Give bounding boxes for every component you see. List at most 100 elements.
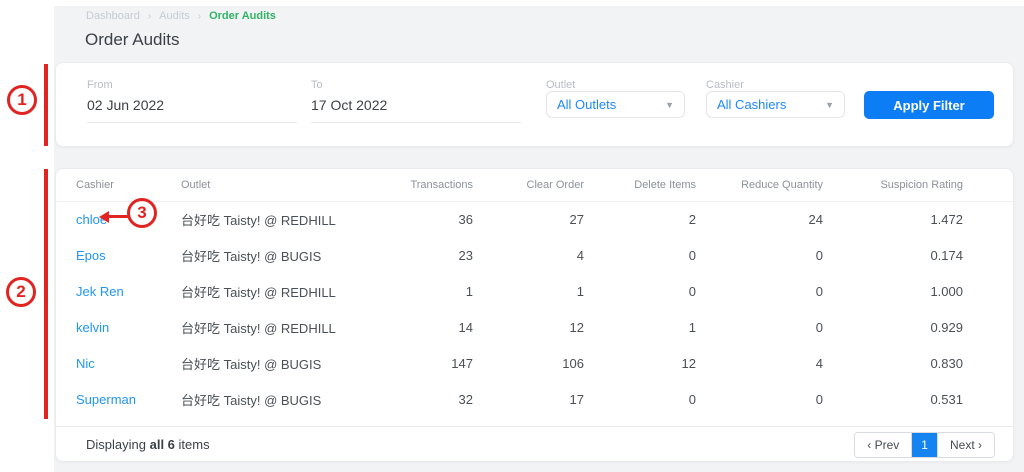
delete-items-cell: 2 [688, 211, 696, 227]
clear-order-cell: 1 [576, 283, 584, 299]
row-spacer [963, 345, 1013, 381]
annotation-circle-3: 3 [127, 198, 157, 228]
col-header-spacer [963, 169, 1013, 202]
annotation-circle-1: 1 [7, 85, 37, 115]
from-date-input[interactable]: 02 Jun 2022 [87, 97, 297, 123]
displaying-suffix: items [178, 437, 210, 452]
items-count-text: Displaying all 6 items [86, 437, 210, 452]
suspicion-rating-cell: 0.830 [930, 355, 963, 371]
pagination: ‹ Prev 1 Next › [854, 431, 995, 458]
apply-filter-button[interactable]: Apply Filter [864, 91, 994, 119]
transactions-cell: 36 [458, 211, 473, 227]
row-spacer [963, 237, 1013, 273]
delete-items-cell: 0 [688, 391, 696, 407]
clear-order-cell: 27 [569, 211, 584, 227]
annotation-arrow-icon [99, 211, 129, 223]
table-footer: Displaying all 6 items ‹ Prev 1 Next › [56, 426, 1013, 461]
table-row: Superman 台好吃 Taisty! @ BUGIS 32 17 0 0 0… [56, 381, 1013, 417]
cashier-link[interactable]: Nic [76, 355, 95, 371]
row-spacer [963, 381, 1013, 417]
breadcrumb-audits[interactable]: Audits [159, 10, 190, 22]
delete-items-cell: 0 [688, 283, 696, 299]
outlet-cell: 台好吃 Taisty! @ BUGIS [181, 248, 322, 264]
reduce-quantity-cell: 4 [815, 355, 823, 371]
reduce-quantity-cell: 0 [815, 391, 823, 407]
filter-panel: From 02 Jun 2022 To 17 Oct 2022 Outlet A… [55, 62, 1014, 147]
chevron-down-icon: ▼ [665, 99, 674, 110]
breadcrumb: Dashboard › Audits › Order Audits [86, 10, 276, 22]
displaying-prefix: Displaying [86, 437, 146, 452]
col-header-clear-order: Clear Order [473, 169, 584, 202]
outlet-select[interactable]: All Outlets ▼ [546, 91, 685, 118]
annotation-circle-2: 2 [6, 277, 36, 307]
next-page-button[interactable]: Next › [936, 432, 994, 457]
clear-order-cell: 12 [569, 319, 584, 335]
outlet-cell: 台好吃 Taisty! @ BUGIS [181, 392, 322, 408]
delete-items-cell: 12 [681, 355, 696, 371]
cashier-select[interactable]: All Cashiers ▼ [706, 91, 845, 118]
page-title: Order Audits [85, 30, 180, 49]
annotation-line-filter [44, 64, 48, 146]
table-row: Epos 台好吃 Taisty! @ BUGIS 23 4 0 0 0.174 [56, 237, 1013, 273]
suspicion-rating-cell: 0.929 [930, 319, 963, 335]
table-row: kelvin 台好吃 Taisty! @ REDHILL 14 12 1 0 0… [56, 309, 1013, 345]
table-header-row: Cashier Outlet Transactions Clear Order … [56, 169, 1013, 202]
suspicion-rating-cell: 1.472 [930, 211, 963, 227]
col-header-cashier: Cashier [56, 169, 181, 202]
col-header-delete-items: Delete Items [584, 169, 696, 202]
delete-items-cell: 1 [688, 319, 696, 335]
outlet-cell: 台好吃 Taisty! @ REDHILL [181, 284, 336, 300]
annotation-line-table [44, 169, 48, 419]
chevron-down-icon: ▼ [825, 99, 834, 110]
reduce-quantity-cell: 24 [808, 211, 823, 227]
cashier-label: Cashier [706, 79, 744, 91]
delete-items-cell: 0 [688, 247, 696, 263]
audits-table: Cashier Outlet Transactions Clear Order … [56, 169, 1013, 417]
outlet-cell: 台好吃 Taisty! @ REDHILL [181, 212, 336, 228]
breadcrumb-separator-icon: › [197, 10, 202, 22]
transactions-cell: 1 [465, 283, 473, 299]
page-1-button[interactable]: 1 [911, 432, 937, 457]
suspicion-rating-cell: 1.000 [930, 283, 963, 299]
prev-page-button[interactable]: ‹ Prev [855, 432, 912, 457]
breadcrumb-dashboard[interactable]: Dashboard [86, 10, 140, 22]
transactions-cell: 32 [458, 391, 473, 407]
audits-table-wrap: Cashier Outlet Transactions Clear Order … [56, 169, 1013, 426]
cashier-link[interactable]: Epos [76, 247, 106, 263]
cashier-link[interactable]: Jek Ren [76, 283, 124, 299]
transactions-cell: 147 [451, 355, 473, 371]
to-label: To [311, 79, 323, 91]
col-header-reduce-quantity: Reduce Quantity [696, 169, 823, 202]
suspicion-rating-cell: 0.531 [930, 391, 963, 407]
outlet-select-value: All Outlets [557, 97, 617, 112]
col-header-transactions: Transactions [386, 169, 473, 202]
reduce-quantity-cell: 0 [815, 283, 823, 299]
cashier-select-value: All Cashiers [717, 97, 787, 112]
cashier-link[interactable]: kelvin [76, 319, 110, 335]
displaying-count: all 6 [149, 437, 175, 452]
outlet-cell: 台好吃 Taisty! @ BUGIS [181, 356, 322, 372]
clear-order-cell: 106 [562, 355, 584, 371]
suspicion-rating-cell: 0.174 [930, 247, 963, 263]
cashier-link[interactable]: Superman [76, 391, 136, 407]
transactions-cell: 14 [458, 319, 473, 335]
from-label: From [87, 79, 113, 91]
row-spacer [963, 201, 1013, 237]
reduce-quantity-cell: 0 [815, 247, 823, 263]
transactions-cell: 23 [458, 247, 473, 263]
reduce-quantity-cell: 0 [815, 319, 823, 335]
to-date-input[interactable]: 17 Oct 2022 [311, 97, 521, 123]
col-header-suspicion-rating: Suspicion Rating [823, 169, 963, 202]
breadcrumb-order-audits[interactable]: Order Audits [209, 10, 276, 22]
row-spacer [963, 273, 1013, 309]
outlet-cell: 台好吃 Taisty! @ REDHILL [181, 320, 336, 336]
table-row: chloe 台好吃 Taisty! @ REDHILL 36 27 2 24 1… [56, 201, 1013, 237]
breadcrumb-separator-icon: › [147, 10, 152, 22]
outlet-label: Outlet [546, 79, 576, 91]
audits-table-panel: Cashier Outlet Transactions Clear Order … [55, 168, 1014, 462]
clear-order-cell: 4 [576, 247, 584, 263]
table-row: Nic 台好吃 Taisty! @ BUGIS 147 106 12 4 0.8… [56, 345, 1013, 381]
clear-order-cell: 17 [569, 391, 584, 407]
row-spacer [963, 309, 1013, 345]
col-header-outlet: Outlet [181, 169, 386, 202]
